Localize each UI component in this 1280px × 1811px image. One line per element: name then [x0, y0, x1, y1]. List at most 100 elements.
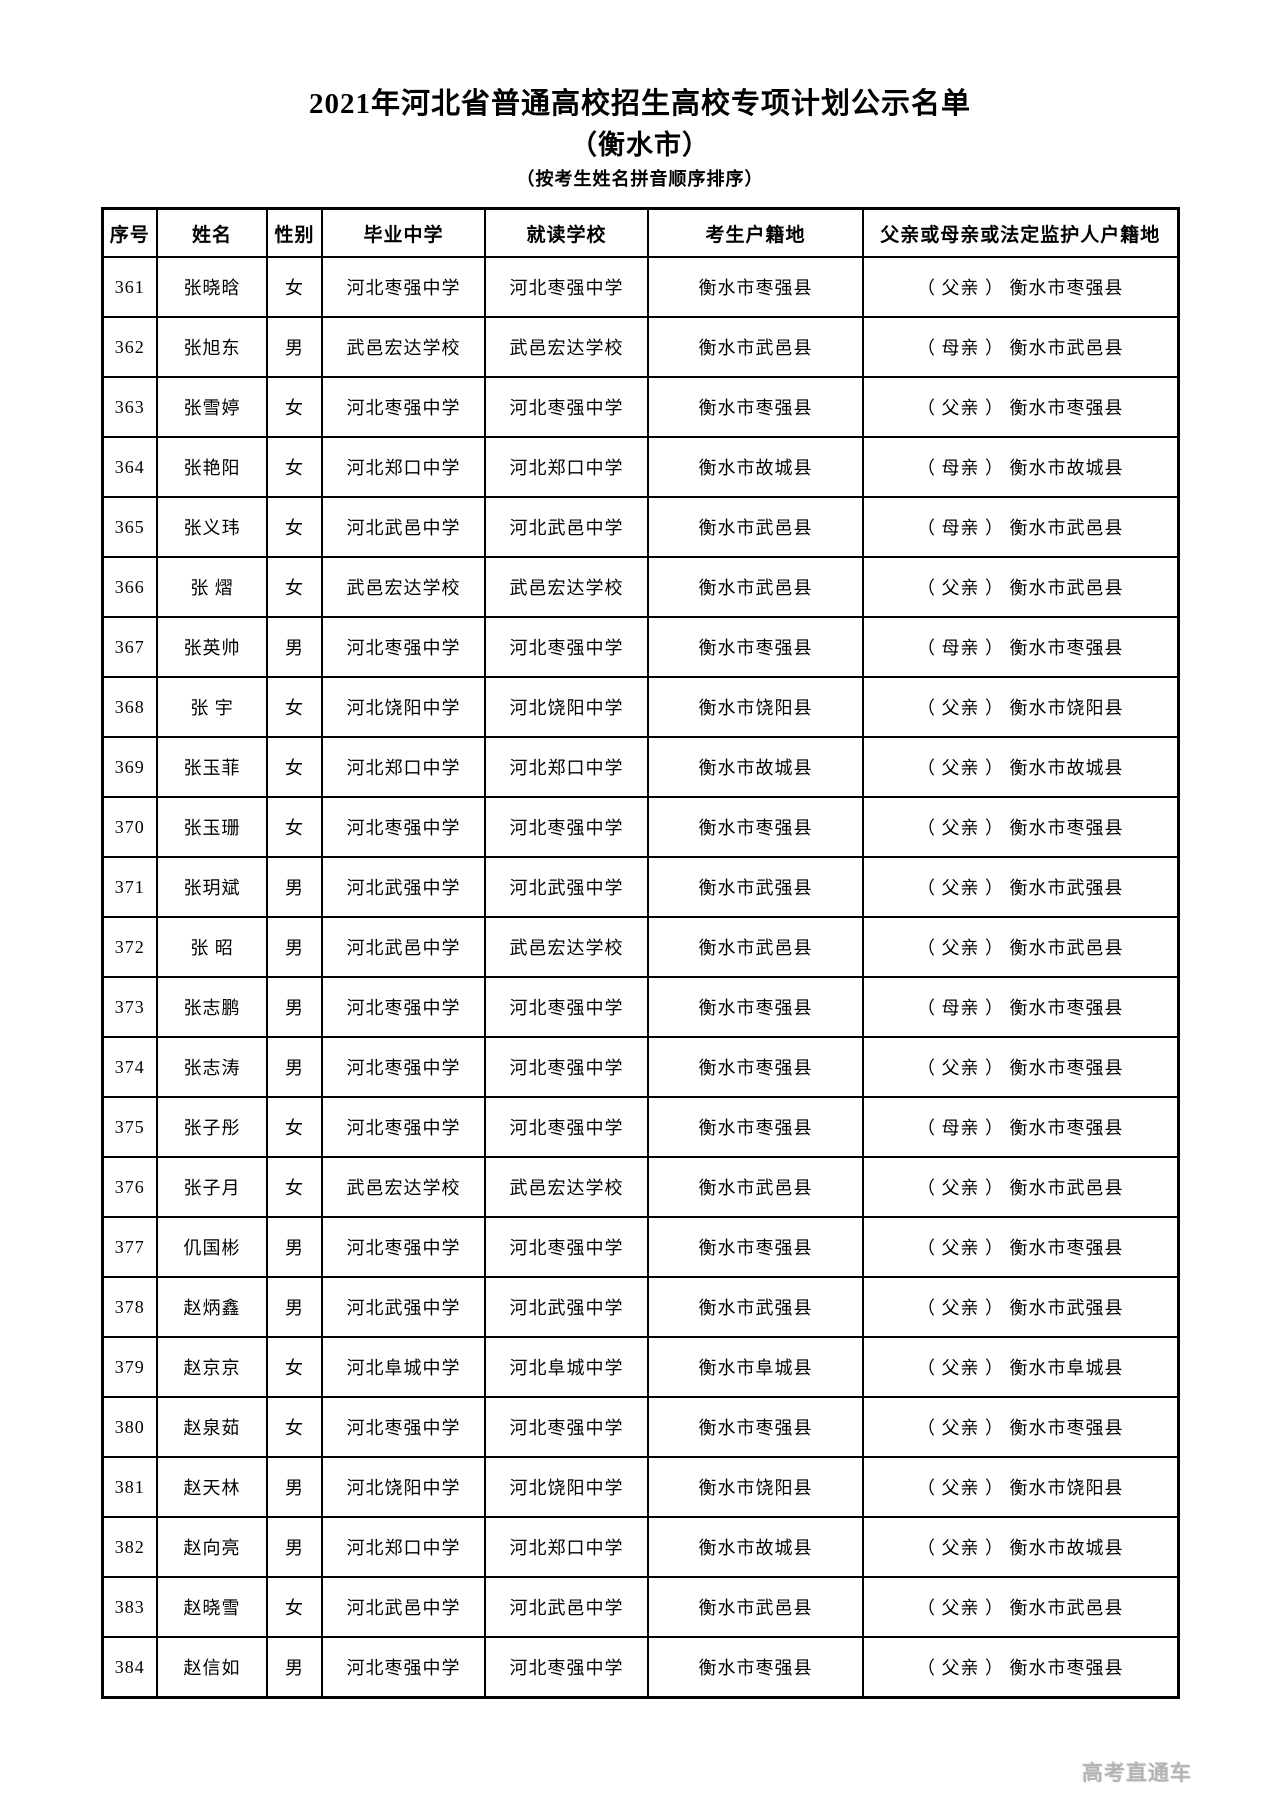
header-attending-school: 就读学校: [484, 207, 649, 258]
table-row: 375 张子彤女河北枣强中学 河北枣强中学 衡水市枣强县（ 母亲 ） 衡水市枣强县: [101, 1096, 1179, 1158]
sort-order-note: （按考生姓名拼音顺序排序）: [516, 169, 764, 189]
cell-name: 张 宇: [156, 676, 268, 738]
table-row: 376 张子月女武邑宏达学校 武邑宏达学校 衡水市武邑县（ 父亲 ） 衡水市武邑县: [101, 1156, 1179, 1218]
table-row: 373 张志鹏男河北枣强中学 河北枣强中学 衡水市枣强县（ 母亲 ） 衡水市枣强县: [101, 976, 1179, 1038]
cell-candidate-residence: 衡水市枣强县: [647, 376, 864, 438]
cell-attending-school: 武邑宏达学校: [484, 916, 649, 978]
cell-guardian-residence: （ 父亲 ） 衡水市武邑县: [862, 1156, 1179, 1218]
page-title: 2021年河北省普通高校招生高校专项计划公示名单: [308, 88, 971, 120]
cell-gender: 女: [266, 556, 323, 618]
cell-attending-school: 河北枣强中学: [484, 376, 649, 438]
cell-candidate-residence: 衡水市故城县: [647, 1516, 864, 1578]
cell-attending-school: 河北武强中学: [484, 856, 649, 918]
cell-candidate-residence: 衡水市武邑县: [647, 1576, 864, 1638]
table-row: 380 赵泉茹女河北枣强中学 河北枣强中学 衡水市枣强县（ 父亲 ） 衡水市枣强县: [101, 1396, 1179, 1458]
cell-attending-school: 河北枣强中学: [484, 256, 649, 318]
cell-guardian-residence: （ 母亲 ） 衡水市故城县: [862, 436, 1179, 498]
page-subtitle-city: （衡水市）: [570, 130, 710, 160]
table-row: 369 张玉菲女河北郑口中学 河北郑口中学 衡水市故城县（ 父亲 ） 衡水市故城县: [101, 736, 1179, 798]
header-gender: 性别: [266, 207, 323, 258]
cell-serial: 380: [101, 1396, 158, 1458]
cell-gender: 男: [266, 316, 323, 378]
cell-candidate-residence: 衡水市饶阳县: [647, 676, 864, 738]
cell-candidate-residence: 衡水市枣强县: [647, 976, 864, 1038]
cell-serial: 370: [101, 796, 158, 858]
cell-candidate-residence: 衡水市武邑县: [647, 496, 864, 558]
header-guardian-residence: 父亲或母亲或法定监护人户籍地: [862, 207, 1179, 258]
cell-graduation-school: 河北郑口中学: [321, 436, 486, 498]
cell-graduation-school: 武邑宏达学校: [321, 1156, 486, 1218]
table-row: 378 赵炳鑫男河北武强中学 河北武强中学 衡水市武强县（ 父亲 ） 衡水市武强县: [101, 1276, 1179, 1338]
cell-serial: 378: [101, 1276, 158, 1338]
cell-graduation-school: 河北枣强中学: [321, 616, 486, 678]
cell-guardian-residence: （ 父亲 ） 衡水市故城县: [862, 1516, 1179, 1578]
cell-name: 赵泉茹: [156, 1396, 268, 1458]
cell-guardian-residence: （ 父亲 ） 衡水市枣强县: [862, 1636, 1179, 1699]
table-row: 384 赵信如男河北枣强中学 河北枣强中学 衡水市枣强县（ 父亲 ） 衡水市枣强县: [101, 1636, 1179, 1699]
cell-graduation-school: 河北枣强中学: [321, 1036, 486, 1098]
cell-graduation-school: 河北武邑中学: [321, 1576, 486, 1638]
cell-candidate-residence: 衡水市枣强县: [647, 1096, 864, 1158]
cell-candidate-residence: 衡水市枣强县: [647, 796, 864, 858]
cell-gender: 女: [266, 1156, 323, 1218]
table-row: 362 张旭东男武邑宏达学校 武邑宏达学校 衡水市武邑县（ 母亲 ） 衡水市武邑县: [101, 316, 1179, 378]
cell-attending-school: 河北枣强中学: [484, 1216, 649, 1278]
cell-gender: 女: [266, 736, 323, 798]
header-serial-number: 序号: [101, 207, 158, 258]
cell-gender: 男: [266, 1216, 323, 1278]
cell-name: 张艳阳: [156, 436, 268, 498]
cell-graduation-school: 河北枣强中学: [321, 1396, 486, 1458]
table-row: 382 赵向亮男河北郑口中学 河北郑口中学 衡水市故城县（ 父亲 ） 衡水市故城县: [101, 1516, 1179, 1578]
cell-graduation-school: 河北饶阳中学: [321, 1456, 486, 1518]
cell-graduation-school: 河北枣强中学: [321, 256, 486, 318]
table-row: 379 赵京京女河北阜城中学 河北阜城中学 衡水市阜城县（ 父亲 ） 衡水市阜城县: [101, 1336, 1179, 1398]
cell-gender: 女: [266, 1576, 323, 1638]
cell-candidate-residence: 衡水市枣强县: [647, 1216, 864, 1278]
cell-attending-school: 河北饶阳中学: [484, 676, 649, 738]
table-row: 381 赵天林男河北饶阳中学 河北饶阳中学 衡水市饶阳县（ 父亲 ） 衡水市饶阳县: [101, 1456, 1179, 1518]
table-row: 377 仉国彬男河北枣强中学 河北枣强中学 衡水市枣强县（ 父亲 ） 衡水市枣强县: [101, 1216, 1179, 1278]
cell-serial: 367: [101, 616, 158, 678]
cell-candidate-residence: 衡水市故城县: [647, 736, 864, 798]
cell-graduation-school: 武邑宏达学校: [321, 316, 486, 378]
table-row: 366 张 熠女武邑宏达学校 武邑宏达学校 衡水市武邑县（ 父亲 ） 衡水市武邑县: [101, 556, 1179, 618]
cell-serial: 371: [101, 856, 158, 918]
cell-name: 张子彤: [156, 1096, 268, 1158]
cell-guardian-residence: （ 母亲 ） 衡水市武邑县: [862, 496, 1179, 558]
cell-attending-school: 武邑宏达学校: [484, 316, 649, 378]
cell-gender: 男: [266, 1516, 323, 1578]
cell-guardian-residence: （ 母亲 ） 衡水市枣强县: [862, 976, 1179, 1038]
cell-attending-school: 武邑宏达学校: [484, 1156, 649, 1218]
cell-gender: 男: [266, 1456, 323, 1518]
header-candidate-residence: 考生户籍地: [647, 207, 864, 258]
table-body: 361 张晓晗女河北枣强中学 河北枣强中学 衡水市枣强县（ 父亲 ） 衡水市枣强县 36…: [101, 256, 1179, 1699]
cell-candidate-residence: 衡水市武邑县: [647, 1156, 864, 1218]
cell-candidate-residence: 衡水市枣强县: [647, 616, 864, 678]
cell-serial: 383: [101, 1576, 158, 1638]
cell-guardian-residence: （ 父亲 ） 衡水市枣强县: [862, 376, 1179, 438]
cell-name: 赵晓雪: [156, 1576, 268, 1638]
cell-name: 赵京京: [156, 1336, 268, 1398]
cell-attending-school: 河北郑口中学: [484, 1516, 649, 1578]
cell-gender: 女: [266, 376, 323, 438]
cell-guardian-residence: （ 父亲 ） 衡水市武强县: [862, 856, 1179, 918]
cell-guardian-residence: （ 母亲 ） 衡水市枣强县: [862, 616, 1179, 678]
cell-candidate-residence: 衡水市枣强县: [647, 1396, 864, 1458]
cell-attending-school: 河北枣强中学: [484, 1396, 649, 1458]
cell-gender: 男: [266, 1636, 323, 1699]
cell-guardian-residence: （ 父亲 ） 衡水市枣强县: [862, 1396, 1179, 1458]
table-row: 361 张晓晗女河北枣强中学 河北枣强中学 衡水市枣强县（ 父亲 ） 衡水市枣强县: [101, 256, 1179, 318]
candidate-roster-table: 序号 姓名 性别 毕业中学 就读学校 考生户籍地 父亲或母亲或法定监护人户籍地 …: [100, 207, 1180, 1699]
cell-name: 张玥斌: [156, 856, 268, 918]
cell-guardian-residence: （ 父亲 ） 衡水市枣强县: [862, 256, 1179, 318]
cell-serial: 379: [101, 1336, 158, 1398]
cell-graduation-school: 河北枣强中学: [321, 376, 486, 438]
cell-guardian-residence: （ 父亲 ） 衡水市阜城县: [862, 1336, 1179, 1398]
cell-serial: 373: [101, 976, 158, 1038]
cell-name: 仉国彬: [156, 1216, 268, 1278]
cell-graduation-school: 河北武强中学: [321, 856, 486, 918]
cell-guardian-residence: （ 父亲 ） 衡水市故城县: [862, 736, 1179, 798]
cell-attending-school: 河北郑口中学: [484, 436, 649, 498]
cell-guardian-residence: （ 父亲 ） 衡水市饶阳县: [862, 1456, 1179, 1518]
